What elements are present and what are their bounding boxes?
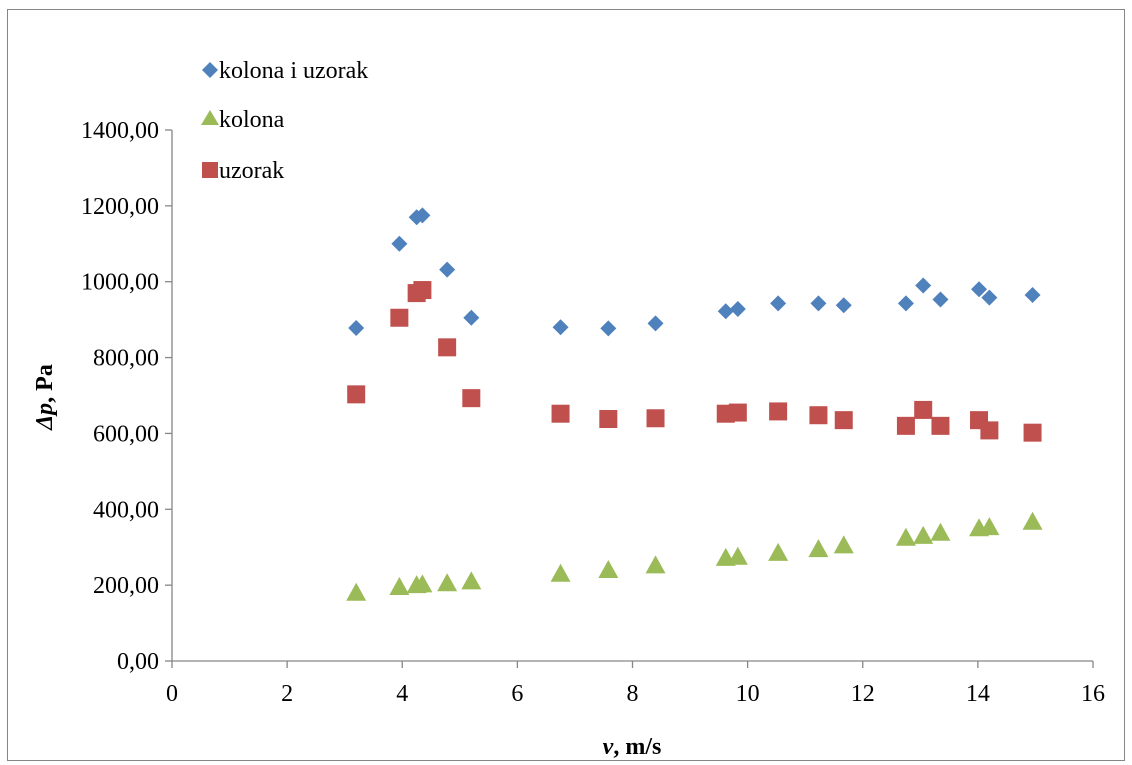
diamond-point — [1024, 286, 1041, 303]
diamond-point — [348, 319, 365, 336]
legend-item-uzorak: uzorak — [202, 158, 284, 184]
diamond-point — [729, 301, 746, 318]
diamond-point — [552, 319, 569, 336]
legend-item-kolona: kolona — [201, 107, 285, 133]
square-point — [728, 403, 747, 422]
chart-area — [7, 9, 1125, 761]
triangle-point — [979, 517, 1000, 536]
legend-diamond-marker — [202, 62, 218, 78]
square-point — [462, 389, 481, 408]
legend-label: uzorak — [219, 158, 284, 184]
legend-label: kolona i uzorak — [219, 58, 368, 84]
triangle-point — [808, 539, 829, 558]
legend-square-marker — [202, 162, 218, 178]
diamond-point — [463, 309, 480, 326]
diamond-point — [647, 315, 664, 332]
y-tick-label: 800,00 — [93, 346, 159, 372]
square-point — [914, 400, 933, 419]
x-tick-label: 8 — [627, 681, 639, 707]
square-point — [646, 409, 665, 428]
x-axis-symbol: v — [603, 734, 614, 760]
diamond-point — [717, 303, 734, 320]
triangle-point — [461, 571, 482, 590]
legend-item-kolona-i-uzorak: kolona i uzorak — [202, 58, 368, 84]
series-uzorak — [347, 281, 1042, 442]
y-axis-unit: , Pa — [32, 364, 58, 403]
y-tick-label: 600,00 — [93, 421, 159, 447]
x-axis-unit: , m/s — [613, 734, 661, 760]
diamond-point — [981, 289, 998, 306]
triangle-point — [645, 555, 666, 574]
diamond-point — [897, 295, 914, 312]
legend: kolona i uzorak kolona uzorak — [201, 58, 368, 184]
y-tick-label: 1000,00 — [81, 270, 159, 296]
square-point — [769, 402, 788, 421]
x-tick-label: 4 — [396, 681, 408, 707]
diamond-point — [770, 295, 787, 312]
data-points — [346, 207, 1043, 601]
x-tick-label: 10 — [736, 681, 760, 707]
x-tick-labels: 0 2 4 6 8 10 12 14 16 — [166, 661, 1105, 707]
square-point — [413, 281, 432, 300]
x-tick-label: 6 — [511, 681, 523, 707]
triangle-point — [913, 525, 934, 544]
triangle-point — [833, 535, 854, 554]
diamond-point — [391, 235, 408, 252]
diamond-point — [414, 207, 431, 224]
axes — [171, 130, 1093, 662]
triangle-point — [389, 577, 410, 596]
x-tick-label: 12 — [851, 681, 875, 707]
y-tick-label: 400,00 — [93, 497, 159, 523]
legend-triangle-marker — [201, 110, 219, 125]
square-point — [980, 421, 999, 440]
triangle-point — [550, 563, 571, 582]
triangle-point — [930, 522, 951, 541]
square-point — [896, 416, 915, 435]
square-point — [390, 308, 409, 327]
y-axis-title: Δp, Pa — [32, 364, 58, 431]
diamond-point — [810, 295, 827, 312]
square-point — [347, 385, 366, 404]
y-tick-label: 200,00 — [93, 573, 159, 599]
triangle-point — [437, 573, 458, 592]
x-tick-label: 2 — [281, 681, 293, 707]
diamond-point — [915, 277, 932, 294]
y-tick-label: 1400,00 — [81, 118, 159, 144]
triangle-point — [598, 559, 619, 578]
square-point — [1023, 423, 1042, 442]
x-tick-label: 14 — [966, 681, 990, 707]
y-tick-labels: 0,00 200,00 400,00 600,00 800,00 1000,00 1200,… — [81, 118, 172, 675]
diamond-point — [932, 291, 949, 308]
y-tick-label: 0,00 — [117, 649, 159, 675]
triangle-point — [412, 574, 433, 593]
diamond-point — [439, 261, 456, 278]
x-tick-label: 16 — [1081, 681, 1105, 707]
square-point — [834, 411, 853, 430]
series-kolona — [346, 511, 1043, 601]
square-point — [809, 406, 828, 425]
square-point — [931, 416, 950, 435]
x-axis-title: v, m/s — [603, 734, 662, 760]
triangle-point — [1022, 511, 1043, 530]
y-tick-label: 1200,00 — [81, 194, 159, 220]
series-kolona-i-uzorak — [348, 207, 1041, 337]
diamond-point — [835, 297, 852, 314]
triangle-point — [727, 546, 748, 565]
x-tick-label: 0 — [166, 681, 178, 707]
legend-label: kolona — [219, 107, 285, 133]
square-point — [438, 338, 457, 357]
square-point — [551, 404, 570, 423]
triangle-point — [895, 527, 916, 546]
triangle-point — [346, 582, 367, 601]
diamond-point — [600, 320, 617, 337]
square-point — [599, 410, 618, 429]
triangle-point — [768, 542, 789, 561]
y-axis-symbol: Δp — [32, 403, 58, 431]
diamond-point — [971, 281, 988, 298]
